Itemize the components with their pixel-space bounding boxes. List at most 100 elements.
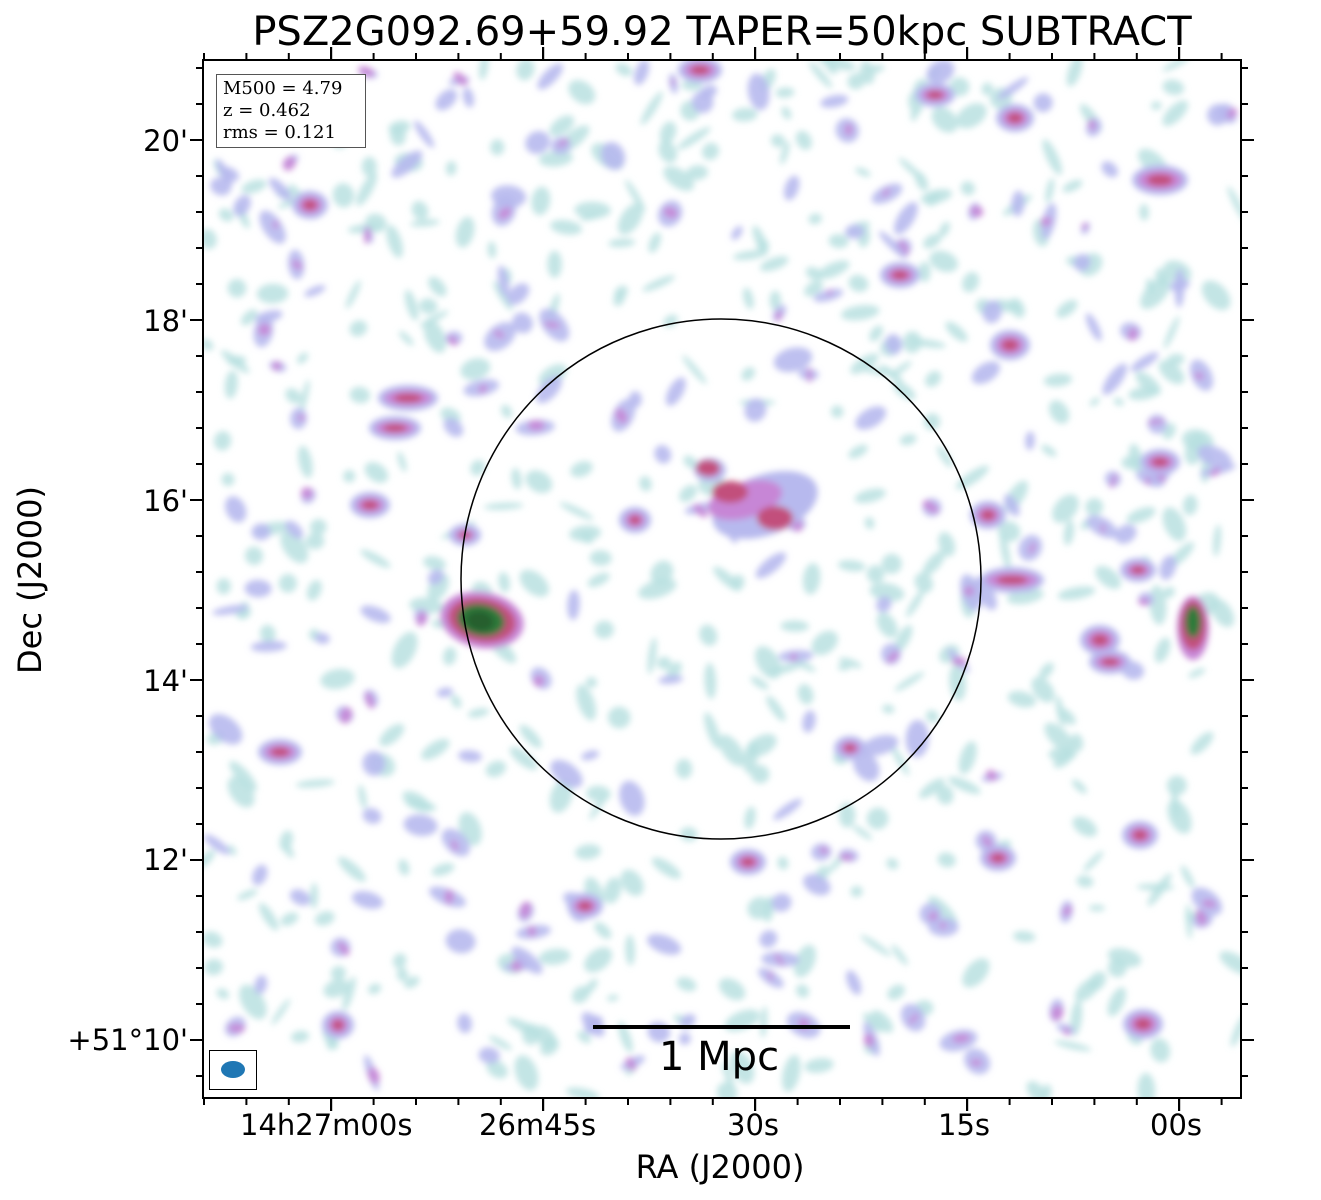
emission-blob <box>509 746 538 770</box>
emission-blob <box>675 758 693 779</box>
emission-blob <box>1137 1072 1156 1098</box>
emission-blob <box>404 976 420 989</box>
x-tick-label: 30s <box>727 1108 780 1142</box>
emission-blob <box>760 1006 768 1038</box>
emission-blob <box>349 320 368 337</box>
emission-blob <box>398 859 410 876</box>
emission-blob <box>270 747 290 757</box>
emission-blob <box>729 1050 755 1084</box>
emission-blob <box>677 127 711 150</box>
emission-blob <box>847 73 865 90</box>
emission-blob <box>802 710 816 733</box>
emission-blob <box>435 89 458 111</box>
emission-blob <box>712 481 748 503</box>
emission-blob <box>297 352 309 364</box>
emission-blob <box>663 166 695 191</box>
emission-blob <box>718 734 745 767</box>
emission-blob <box>250 640 287 652</box>
emission-blob <box>361 156 377 177</box>
emission-blob <box>447 336 458 346</box>
emission-blob <box>479 60 489 80</box>
emission-blob <box>330 966 347 981</box>
rms-text: rms = 0.121 <box>223 122 336 143</box>
emission-blob <box>828 234 849 249</box>
cluster-info-box: M500 = 4.79 z = 0.462 rms = 0.121 <box>216 74 366 148</box>
emission-blob <box>1139 204 1149 221</box>
emission-blob <box>349 386 371 404</box>
emission-blob <box>240 309 258 326</box>
emission-blob <box>581 750 600 761</box>
emission-blob <box>228 1023 246 1033</box>
emission-blob <box>210 177 232 196</box>
emission-blob <box>1071 779 1087 794</box>
emission-blob <box>914 572 934 593</box>
emission-blob <box>567 589 580 621</box>
emission-blob <box>500 404 513 418</box>
emission-blob <box>850 885 863 898</box>
emission-blob <box>478 1047 500 1064</box>
emission-blob <box>511 946 543 974</box>
emission-blob <box>1101 161 1119 178</box>
emission-blob <box>397 451 407 472</box>
emission-blob <box>1107 958 1127 978</box>
emission-blob <box>1230 1015 1241 1047</box>
emission-blob <box>1083 851 1104 872</box>
emission-blob <box>1213 524 1222 557</box>
emission-blob <box>887 651 899 663</box>
emission-blob <box>364 462 389 483</box>
emission-blob <box>617 203 644 235</box>
emission-blob <box>364 226 371 244</box>
y-tick-label: +51°10' <box>67 1023 188 1057</box>
emission-blob <box>512 312 533 334</box>
emission-blob <box>386 224 403 258</box>
emission-blob <box>887 984 905 1000</box>
emission-blob <box>618 1021 633 1053</box>
emission-blob <box>458 750 482 763</box>
emission-blob <box>908 1013 919 1024</box>
emission-blob <box>547 250 562 278</box>
r500-circle <box>460 318 982 840</box>
emission-blob <box>1185 606 1201 638</box>
emission-blob <box>775 87 795 98</box>
emission-blob <box>538 150 574 167</box>
emission-blob <box>663 206 678 219</box>
emission-blob <box>485 760 507 778</box>
emission-blob <box>999 532 1011 570</box>
emission-blob <box>863 1012 883 1033</box>
emission-blob <box>929 250 958 273</box>
emission-blob <box>392 953 407 969</box>
x-tick-label: 26m45s <box>479 1108 597 1142</box>
emission-blob <box>403 814 438 837</box>
emission-blob <box>295 779 335 788</box>
emission-blob <box>396 967 409 982</box>
emission-blob <box>1041 1084 1052 1098</box>
emission-blob <box>568 79 596 105</box>
emission-blob <box>409 219 440 227</box>
emission-blob <box>338 856 366 882</box>
emission-blob <box>1101 657 1119 667</box>
emission-blob <box>216 578 231 595</box>
emission-blob <box>289 889 311 906</box>
emission-blob <box>241 179 267 194</box>
emission-blob <box>570 461 593 478</box>
emission-blob <box>581 1012 605 1037</box>
beam-ellipse <box>221 1061 245 1078</box>
emission-blob <box>731 574 745 590</box>
emission-blob <box>1088 904 1106 912</box>
emission-blob <box>497 265 510 297</box>
emission-blob <box>905 719 930 758</box>
emission-blob <box>1132 829 1148 841</box>
emission-blob <box>1028 542 1036 554</box>
emission-blob <box>881 188 891 197</box>
emission-blob <box>368 983 382 995</box>
emission-blob <box>1007 112 1023 124</box>
emission-blob <box>544 321 560 329</box>
emission-blob <box>882 704 895 714</box>
emission-blob <box>478 384 488 393</box>
emission-blob <box>1188 668 1206 678</box>
emission-blob <box>360 549 391 568</box>
emission-blob <box>937 446 953 468</box>
emission-blob <box>839 853 854 861</box>
emission-blob <box>647 933 682 955</box>
emission-blob <box>781 1054 801 1093</box>
